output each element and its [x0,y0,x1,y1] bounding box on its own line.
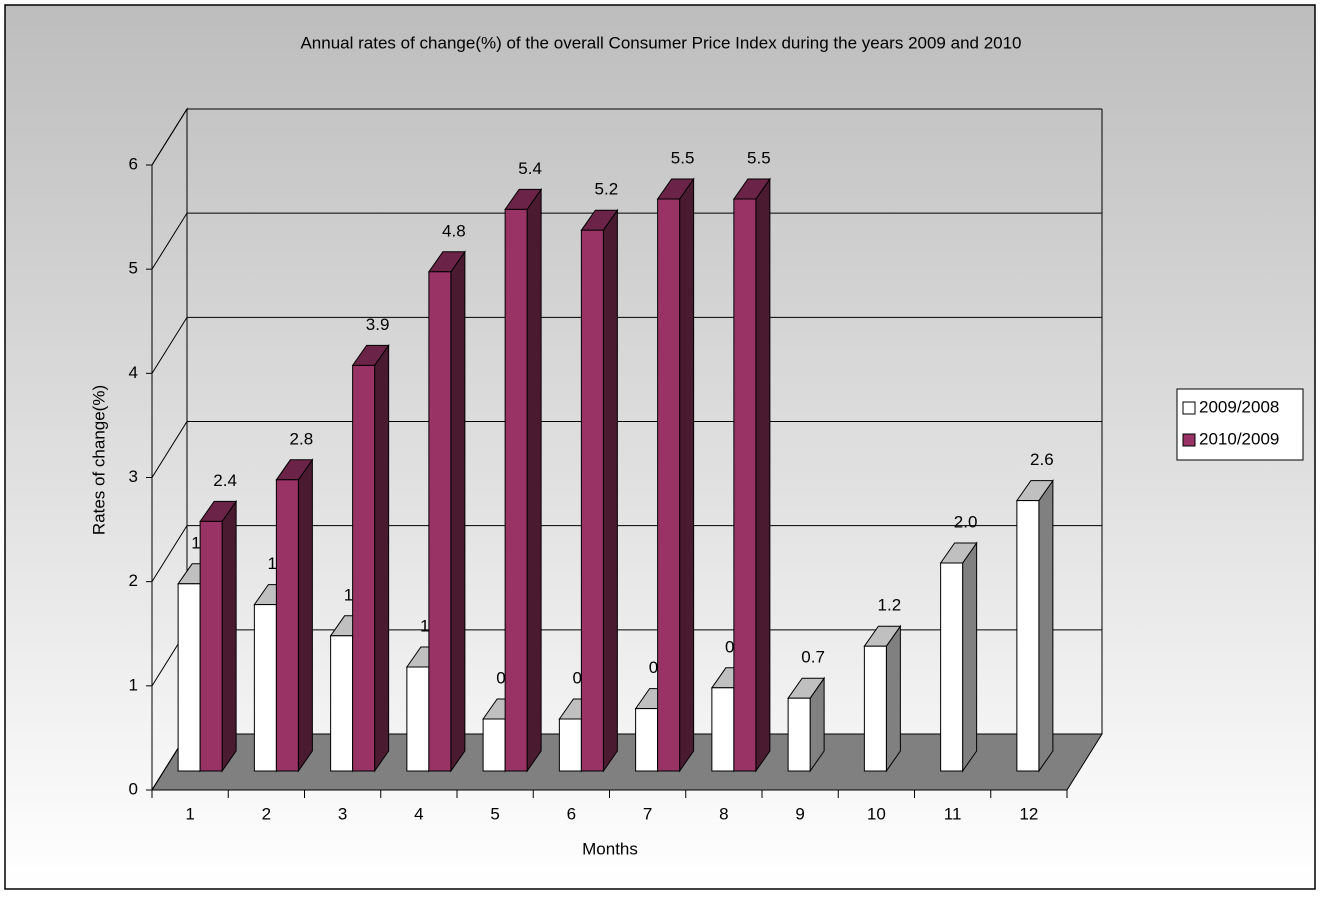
x-tick-label: 7 [643,804,652,823]
x-axis-title: Months [582,839,638,858]
bar-side [602,208,618,773]
x-tick-label: 12 [1019,804,1038,823]
grid-line [151,421,188,478]
data-label: 2.6 [1030,450,1054,469]
y-tick-label: 1 [129,675,138,694]
x-tick-label: 6 [567,804,576,823]
grid-line [151,108,188,166]
legend-label: 2010/2009 [1199,429,1279,448]
bar [635,708,659,772]
grid-line [151,212,188,270]
bar [711,687,735,772]
bar [863,645,887,772]
data-label: 0.7 [801,648,825,667]
bar [504,208,528,772]
y-tick-label: 0 [129,779,138,798]
bar-side [450,250,466,773]
chart-title: Annual rates of change(%) of the overall… [300,33,1021,52]
bar [482,718,506,772]
x-tick-label: 8 [719,804,728,823]
legend-swatch [1182,433,1196,447]
data-label: 1.2 [878,596,902,615]
bar [275,479,299,772]
bar [352,364,376,772]
x-tick-label: 1 [185,804,194,823]
x-tick-label: 9 [795,804,804,823]
data-label: 2.4 [213,471,237,490]
bar [428,271,452,772]
x-tick-label: 2 [262,804,271,823]
y-tick-label: 4 [129,363,138,382]
y-tick-label: 5 [129,259,138,278]
bar-side [885,624,901,773]
bar-side [221,499,237,773]
bar [330,635,354,772]
bar [558,718,582,772]
x-tick-label: 3 [338,804,347,823]
bar-side [962,541,978,773]
data-label: 2.8 [290,429,314,448]
grid-line [151,317,188,374]
bar [580,229,604,772]
data-label: 5.4 [518,159,542,178]
bar [177,583,201,772]
data-label: 5.2 [595,180,619,199]
legend-swatch [1182,401,1196,415]
y-tick-label: 6 [129,154,138,173]
bar [406,666,430,772]
bar-side [374,343,390,773]
legend-label: 2009/2008 [1199,397,1279,416]
bar [733,198,757,772]
bar [657,198,681,772]
bar-side [526,187,542,773]
data-label: 5.5 [747,148,771,167]
y-axis-title: Rates of change(%) [89,385,108,535]
y-tick-label: 2 [129,571,138,590]
data-label: 5.5 [671,148,695,167]
data-label: 3.9 [366,315,390,334]
bar [253,604,277,772]
bar-side [297,458,313,773]
bar [1016,500,1040,772]
bar-side [755,177,771,773]
grid-line [151,525,188,582]
bar [940,562,964,772]
data-label: 2.0 [954,512,978,531]
legend [1176,388,1304,461]
x-tick-label: 4 [414,804,423,823]
y-tick-label: 3 [129,467,138,486]
bar-side [1038,479,1054,773]
x-tick-label: 10 [867,804,886,823]
x-tick-label: 5 [490,804,499,823]
data-label: 4.8 [442,221,466,240]
bar-side [679,177,695,773]
x-tick-label: 11 [944,804,962,823]
bar [199,520,223,772]
bar [787,697,811,772]
